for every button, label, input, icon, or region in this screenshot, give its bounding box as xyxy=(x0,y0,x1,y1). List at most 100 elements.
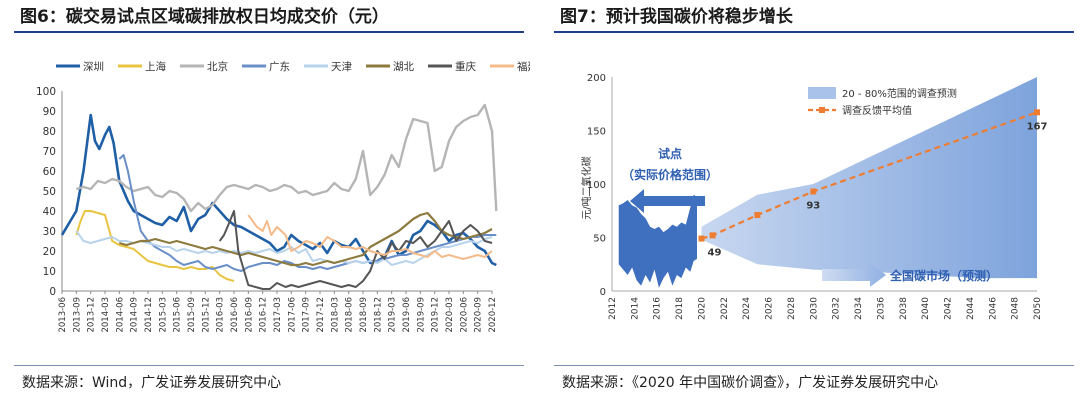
x-tick-label: 2017-12 xyxy=(316,297,326,333)
x-tick-label: 2012 xyxy=(608,297,618,320)
y-tick-label: 100 xyxy=(587,180,606,191)
legend-label-band: 20 - 80%范围的调查预测 xyxy=(842,87,957,100)
x-tick-label: 2019-03 xyxy=(388,297,398,333)
forecast-band xyxy=(701,77,1037,279)
x-tick-label: 2018-09 xyxy=(359,297,369,333)
mean-marker xyxy=(810,188,817,195)
x-tick-label: 2019-06 xyxy=(402,297,412,333)
x-tick-label: 2017-09 xyxy=(302,297,312,333)
legend-label: 福建 xyxy=(517,60,530,73)
pilot-arrow xyxy=(630,189,705,213)
series-line-6 xyxy=(218,210,493,290)
x-tick-label: 2015-12 xyxy=(201,297,211,333)
figure-7-source-rule xyxy=(554,365,1074,366)
annotation-pilot-range: （实际价格范围） xyxy=(622,167,718,182)
legend-label: 重庆 xyxy=(455,60,476,73)
y-tick-label: 0 xyxy=(600,287,606,298)
x-tick-label: 2015-06 xyxy=(173,297,183,333)
y-tick-label: 100 xyxy=(36,86,56,98)
x-tick-label: 2044 xyxy=(966,297,976,320)
legend-label: 北京 xyxy=(207,60,228,73)
x-tick-label: 2020-12 xyxy=(488,297,498,333)
x-tick-label: 2016 xyxy=(653,297,663,320)
x-tick-label: 2020-03 xyxy=(445,297,455,333)
x-tick-label: 2015-09 xyxy=(187,297,197,333)
mean-marker xyxy=(754,212,761,219)
legend-item-3: 广东 xyxy=(242,60,290,73)
legend-label: 上海 xyxy=(145,60,166,73)
x-tick-label: 2036 xyxy=(876,297,886,320)
y-tick-label: 50 xyxy=(593,234,606,245)
mean-marker xyxy=(1034,109,1040,116)
mean-marker xyxy=(709,232,716,239)
y-tick-label: 90 xyxy=(43,106,56,118)
x-tick-label: 2020-06 xyxy=(459,297,469,333)
x-tick-label: 2016-12 xyxy=(259,297,269,333)
pilot-price-range xyxy=(618,194,697,288)
figure-7-area-chart: 0 50 100 150 200 2012 2014 2016 2018 2020 2022 2024… xyxy=(580,73,1048,320)
x-tick-label: 2014-03 xyxy=(101,297,111,333)
x-tick-label: 2020-09 xyxy=(474,297,484,333)
x-tick-label: 2016-03 xyxy=(216,297,226,333)
x-tick-label: 2028 xyxy=(787,297,797,320)
y-tick-label: 80 xyxy=(43,126,56,138)
series-line-7 xyxy=(247,214,493,260)
x-tick-label: 2014-09 xyxy=(130,297,140,333)
y-tick-label: 40 xyxy=(43,206,56,218)
figure-6-title: 图6：碳交易试点区域碳排放权日均成交价（元） xyxy=(20,7,389,27)
series-line-5 xyxy=(119,211,493,267)
x-tick-label: 2018-06 xyxy=(345,297,355,333)
x-tick-label: 2019-09 xyxy=(416,297,426,333)
legend-item-5: 湖北 xyxy=(366,61,414,73)
mean-marker xyxy=(698,235,705,242)
figure-7-source: 数据来源：《2020 年中国碳价调查》，广发证券发展研究中心 xyxy=(562,375,939,391)
legend-label: 广东 xyxy=(269,60,290,73)
legend-marker-mean xyxy=(819,107,825,113)
legend-label: 湖北 xyxy=(393,61,414,73)
x-tick-label: 2030 xyxy=(809,297,819,320)
x-tick-label: 2020 xyxy=(697,297,707,320)
x-tick-label: 2018-03 xyxy=(330,297,340,333)
x-tick-label: 2013-09 xyxy=(72,297,82,333)
legend-item-4: 天津 xyxy=(304,61,352,73)
y-tick-label: 10 xyxy=(43,266,56,278)
x-tick-label: 2050 xyxy=(1033,297,1043,320)
y-tick-label: 30 xyxy=(43,226,56,238)
y-tick-label: 0 xyxy=(49,286,56,298)
series-line-2 xyxy=(75,103,498,213)
legend-item-1: 上海 xyxy=(118,60,166,73)
y-tick-label: 20 xyxy=(43,246,56,258)
figure-6-title-rule xyxy=(14,31,524,33)
data-label: 167 xyxy=(1027,121,1048,132)
legend-label: 深圳 xyxy=(83,61,104,73)
series-line-1 xyxy=(75,210,235,282)
legend-item-6: 重庆 xyxy=(428,60,476,73)
x-tick-label: 2019-12 xyxy=(431,297,441,333)
x-tick-label: 2038 xyxy=(899,297,909,320)
x-tick-label: 2015-03 xyxy=(158,297,168,333)
y-tick-label: 60 xyxy=(43,166,56,178)
figure-7-title-rule xyxy=(554,31,1074,33)
series-line-3 xyxy=(118,154,497,272)
figure-7-title: 图7：预计我国碳价将稳步增长 xyxy=(560,7,793,27)
figure-6-source-rule xyxy=(14,365,524,366)
figure-6-source: 数据来源：Wind，广发证券发展研究中心 xyxy=(22,375,282,391)
x-tick-label: 2016-09 xyxy=(244,297,254,333)
y-tick-label: 50 xyxy=(43,186,56,198)
annotation-pilot: 试点 xyxy=(658,146,682,161)
x-tick-label: 2017-06 xyxy=(287,297,297,333)
x-tick-label: 2042 xyxy=(944,297,954,320)
y-tick-label: 200 xyxy=(587,73,606,84)
figure-6-line-chart: 深圳 上海 北京 广东 天津 湖北 重庆 福建 0 10 20 30 40 50 60 70 80 90 100 20… xyxy=(36,60,530,333)
x-tick-label: 2013-12 xyxy=(87,297,97,333)
series-line-4 xyxy=(75,230,493,266)
x-tick-label: 2046 xyxy=(988,297,998,320)
x-tick-label: 2024 xyxy=(742,297,752,320)
y-tick-label: 150 xyxy=(587,127,606,138)
x-tick-label: 2018-12 xyxy=(373,297,383,333)
x-tick-label: 2013-06 xyxy=(58,297,68,333)
x-tick-label: 2026 xyxy=(765,297,775,320)
legend-item-2: 北京 xyxy=(180,60,228,73)
figure-7-panel: 图7：预计我国碳价将稳步增长 0 50 100 150 200 2012 2014 2016 2… xyxy=(540,0,1080,403)
